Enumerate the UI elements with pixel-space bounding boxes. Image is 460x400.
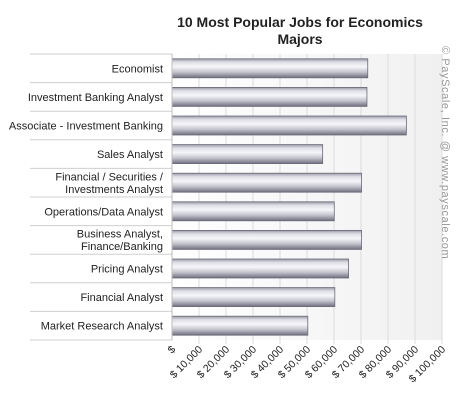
bar <box>171 58 369 79</box>
watermark: © PayScale, Inc. @ www.payscale.com <box>439 46 454 296</box>
bar <box>171 287 336 308</box>
row-separators <box>30 53 172 341</box>
category-label: Business Analyst, Finance/Banking <box>77 229 163 254</box>
bars <box>171 58 407 336</box>
x-tick-label: $ <box>166 344 179 357</box>
chart-title: 10 Most Popular Jobs for Economics Major… <box>177 14 423 47</box>
bar <box>171 172 362 193</box>
category-label: Pricing Analyst <box>91 264 163 276</box>
bar <box>171 115 407 136</box>
category-labels: Economist Investment Banking Analyst Assoc… <box>9 63 164 332</box>
bar <box>171 87 368 107</box>
watermark-text: © PayScale, Inc. @ www.payscale.com <box>439 46 451 260</box>
category-label: Market Research Analyst <box>41 321 163 333</box>
category-label: Investment Banking Analyst <box>28 92 163 104</box>
bar <box>171 229 362 250</box>
category-label: Financial / Securities / Investments Anal… <box>55 171 164 196</box>
bar <box>171 258 349 279</box>
category-label: Associate - Investment Banking <box>9 121 163 133</box>
x-tick-labels: $$ 10,000$ 20,000$ 30,000$ 40,000$ 50,00… <box>166 344 449 386</box>
bar <box>171 201 335 222</box>
bar <box>171 315 309 336</box>
category-label: Economist <box>112 63 163 75</box>
category-label: Sales Analyst <box>97 149 163 161</box>
category-label: Operations/Data Analyst <box>44 206 163 218</box>
bar <box>171 144 324 165</box>
category-label: Financial Analyst <box>80 292 163 304</box>
